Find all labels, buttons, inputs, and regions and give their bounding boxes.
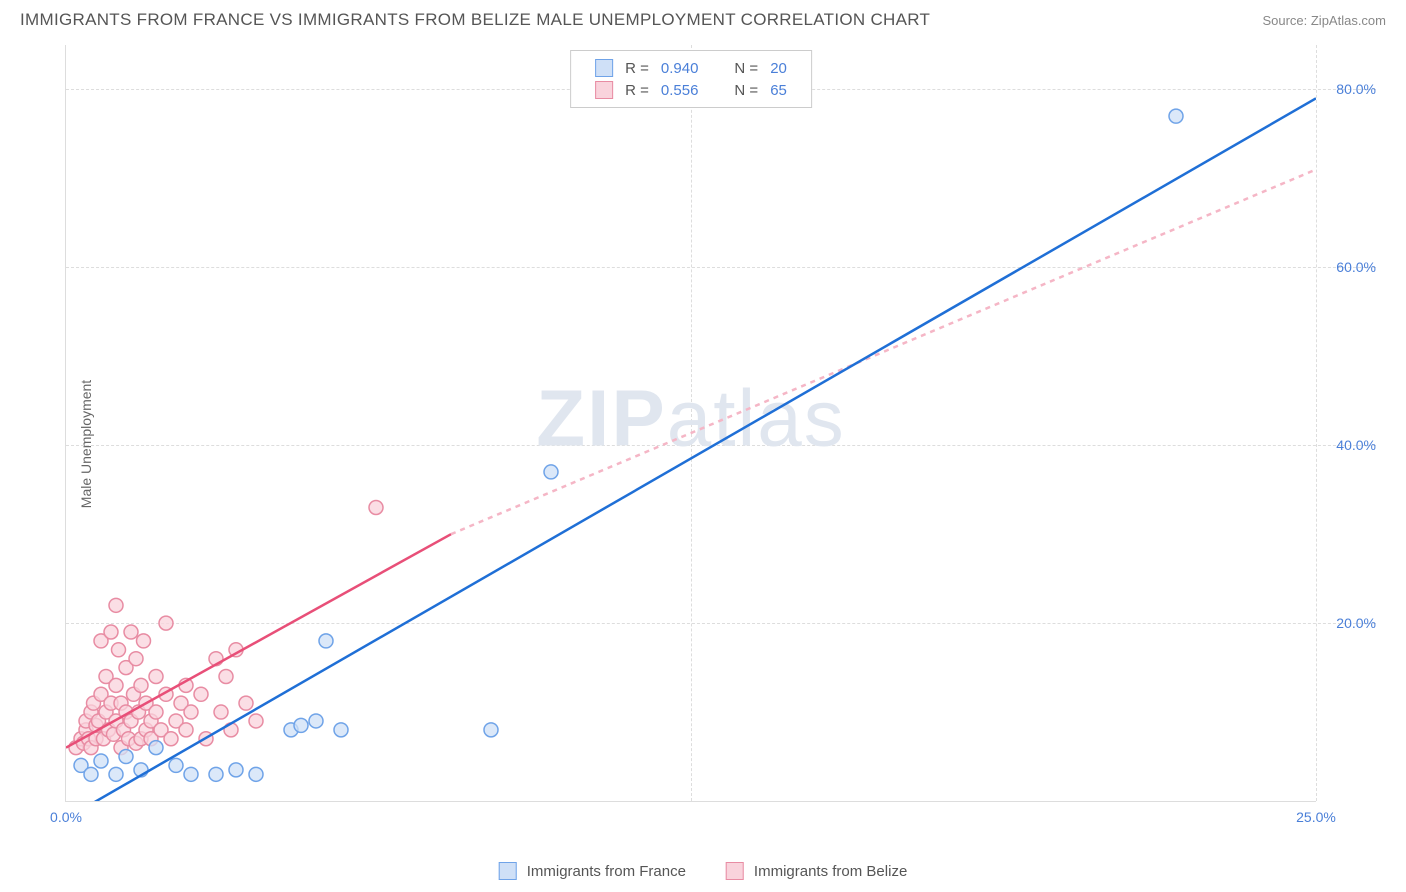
bottom-legend: Immigrants from France Immigrants from B… [499, 862, 908, 880]
legend-item-belize: Immigrants from Belize [726, 862, 907, 880]
stats-row-france: R = 0.940 N = 20 [595, 57, 787, 79]
swatch-belize-icon [726, 862, 744, 880]
chart-container: Male Unemployment ZIPatlas R = 0.940 N =… [50, 45, 1386, 842]
stats-legend-box: R = 0.940 N = 20 R = 0.556 N = 65 [570, 50, 812, 108]
scatter-svg [66, 45, 1316, 801]
swatch-france-icon [499, 862, 517, 880]
swatch-france [595, 59, 613, 77]
source-attribution: Source: ZipAtlas.com [1262, 13, 1386, 28]
swatch-belize [595, 81, 613, 99]
plot-area: ZIPatlas R = 0.940 N = 20 R = 0.556 N = … [65, 45, 1316, 802]
stats-row-belize: R = 0.556 N = 65 [595, 79, 787, 101]
chart-title: IMMIGRANTS FROM FRANCE VS IMMIGRANTS FRO… [20, 10, 930, 30]
legend-item-france: Immigrants from France [499, 862, 686, 880]
